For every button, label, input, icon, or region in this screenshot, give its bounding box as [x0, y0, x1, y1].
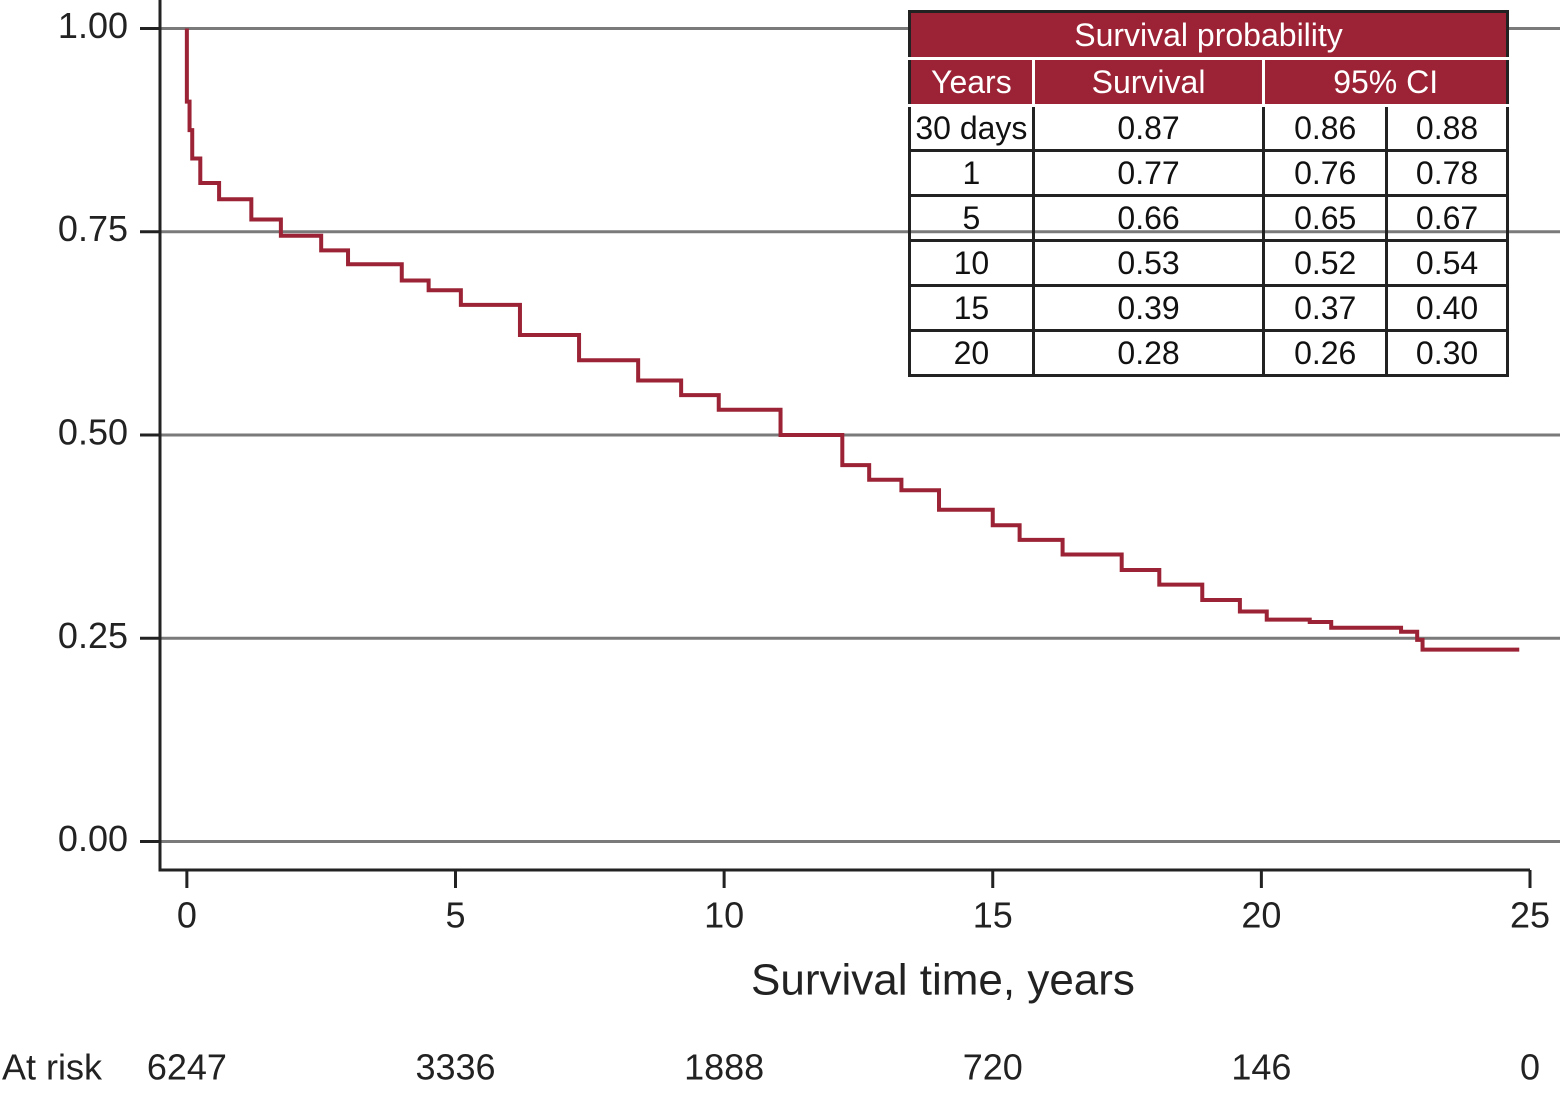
at-risk-count: 720 [963, 1047, 1023, 1088]
table-cell: 0.78 [1385, 149, 1509, 197]
table-cell: 0.53 [1031, 239, 1266, 287]
table-cell: 0.39 [1031, 284, 1266, 332]
table-row: 30 days 0.87 0.86 0.88 [908, 104, 1509, 152]
table-row: Years Survival 95% CI [908, 57, 1509, 107]
survival-curve [184, 28, 1520, 652]
at-risk-count: 146 [1231, 1047, 1291, 1088]
table-row: Survival probability [908, 10, 1509, 60]
at-risk-count: 0 [1520, 1047, 1540, 1088]
table-cell: 0.28 [1031, 329, 1266, 377]
y-tick-label: 0.25 [58, 615, 128, 656]
table-cell: 0.86 [1262, 104, 1389, 152]
table-cell: Survival probability [908, 10, 1509, 60]
table-cell: 0.66 [1031, 194, 1266, 242]
y-tick-label: 0.50 [58, 412, 128, 453]
at-risk-count: 3336 [415, 1047, 495, 1088]
table-cell: Survival [1031, 57, 1266, 107]
table-cell: 0.54 [1385, 239, 1509, 287]
x-axis-label: Survival time, years [751, 956, 1135, 1005]
table-row: 20 0.28 0.26 0.30 [908, 329, 1509, 377]
table-cell: 0.87 [1031, 104, 1266, 152]
table-cell: 1 [908, 149, 1035, 197]
table-cell: 0.77 [1031, 149, 1266, 197]
x-tick-label: 10 [704, 895, 744, 936]
at-risk-count: 1888 [684, 1047, 764, 1088]
table-row: 10 0.53 0.52 0.54 [908, 239, 1509, 287]
at-risk-label: At risk [2, 1047, 103, 1088]
table-row: 5 0.66 0.65 0.67 [908, 194, 1509, 242]
x-tick-label: 0 [177, 895, 197, 936]
table-row: 1 0.77 0.76 0.78 [908, 149, 1509, 197]
table-cell: 5 [908, 194, 1035, 242]
table-cell: 95% CI [1262, 57, 1509, 107]
table-cell: 15 [908, 284, 1035, 332]
y-tick-label: 1.00 [58, 5, 128, 46]
table-row: 15 0.39 0.37 0.40 [908, 284, 1509, 332]
table-cell: 0.67 [1385, 194, 1509, 242]
y-tick-label: 0.75 [58, 208, 128, 249]
table-cell: 30 days [908, 104, 1035, 152]
table-cell: 10 [908, 239, 1035, 287]
table-cell: 0.30 [1385, 329, 1509, 377]
survival-table: Survival probability Years Survival 95% CI 3… [908, 10, 1509, 377]
table-cell: 20 [908, 329, 1035, 377]
y-tick-label: 0.00 [58, 818, 128, 859]
x-tick-label: 15 [973, 895, 1013, 936]
x-tick-label: 25 [1510, 895, 1550, 936]
table-cell: 0.88 [1385, 104, 1509, 152]
at-risk-count: 6247 [147, 1047, 227, 1088]
table-cell: 0.65 [1262, 194, 1389, 242]
x-tick-label: 20 [1241, 895, 1281, 936]
table-cell: 0.52 [1262, 239, 1389, 287]
x-tick-label: 5 [445, 895, 465, 936]
table-cell: 0.37 [1262, 284, 1389, 332]
table-cell: Years [908, 57, 1035, 107]
table-cell: 0.76 [1262, 149, 1389, 197]
table-cell: 0.40 [1385, 284, 1509, 332]
table-cell: 0.26 [1262, 329, 1389, 377]
